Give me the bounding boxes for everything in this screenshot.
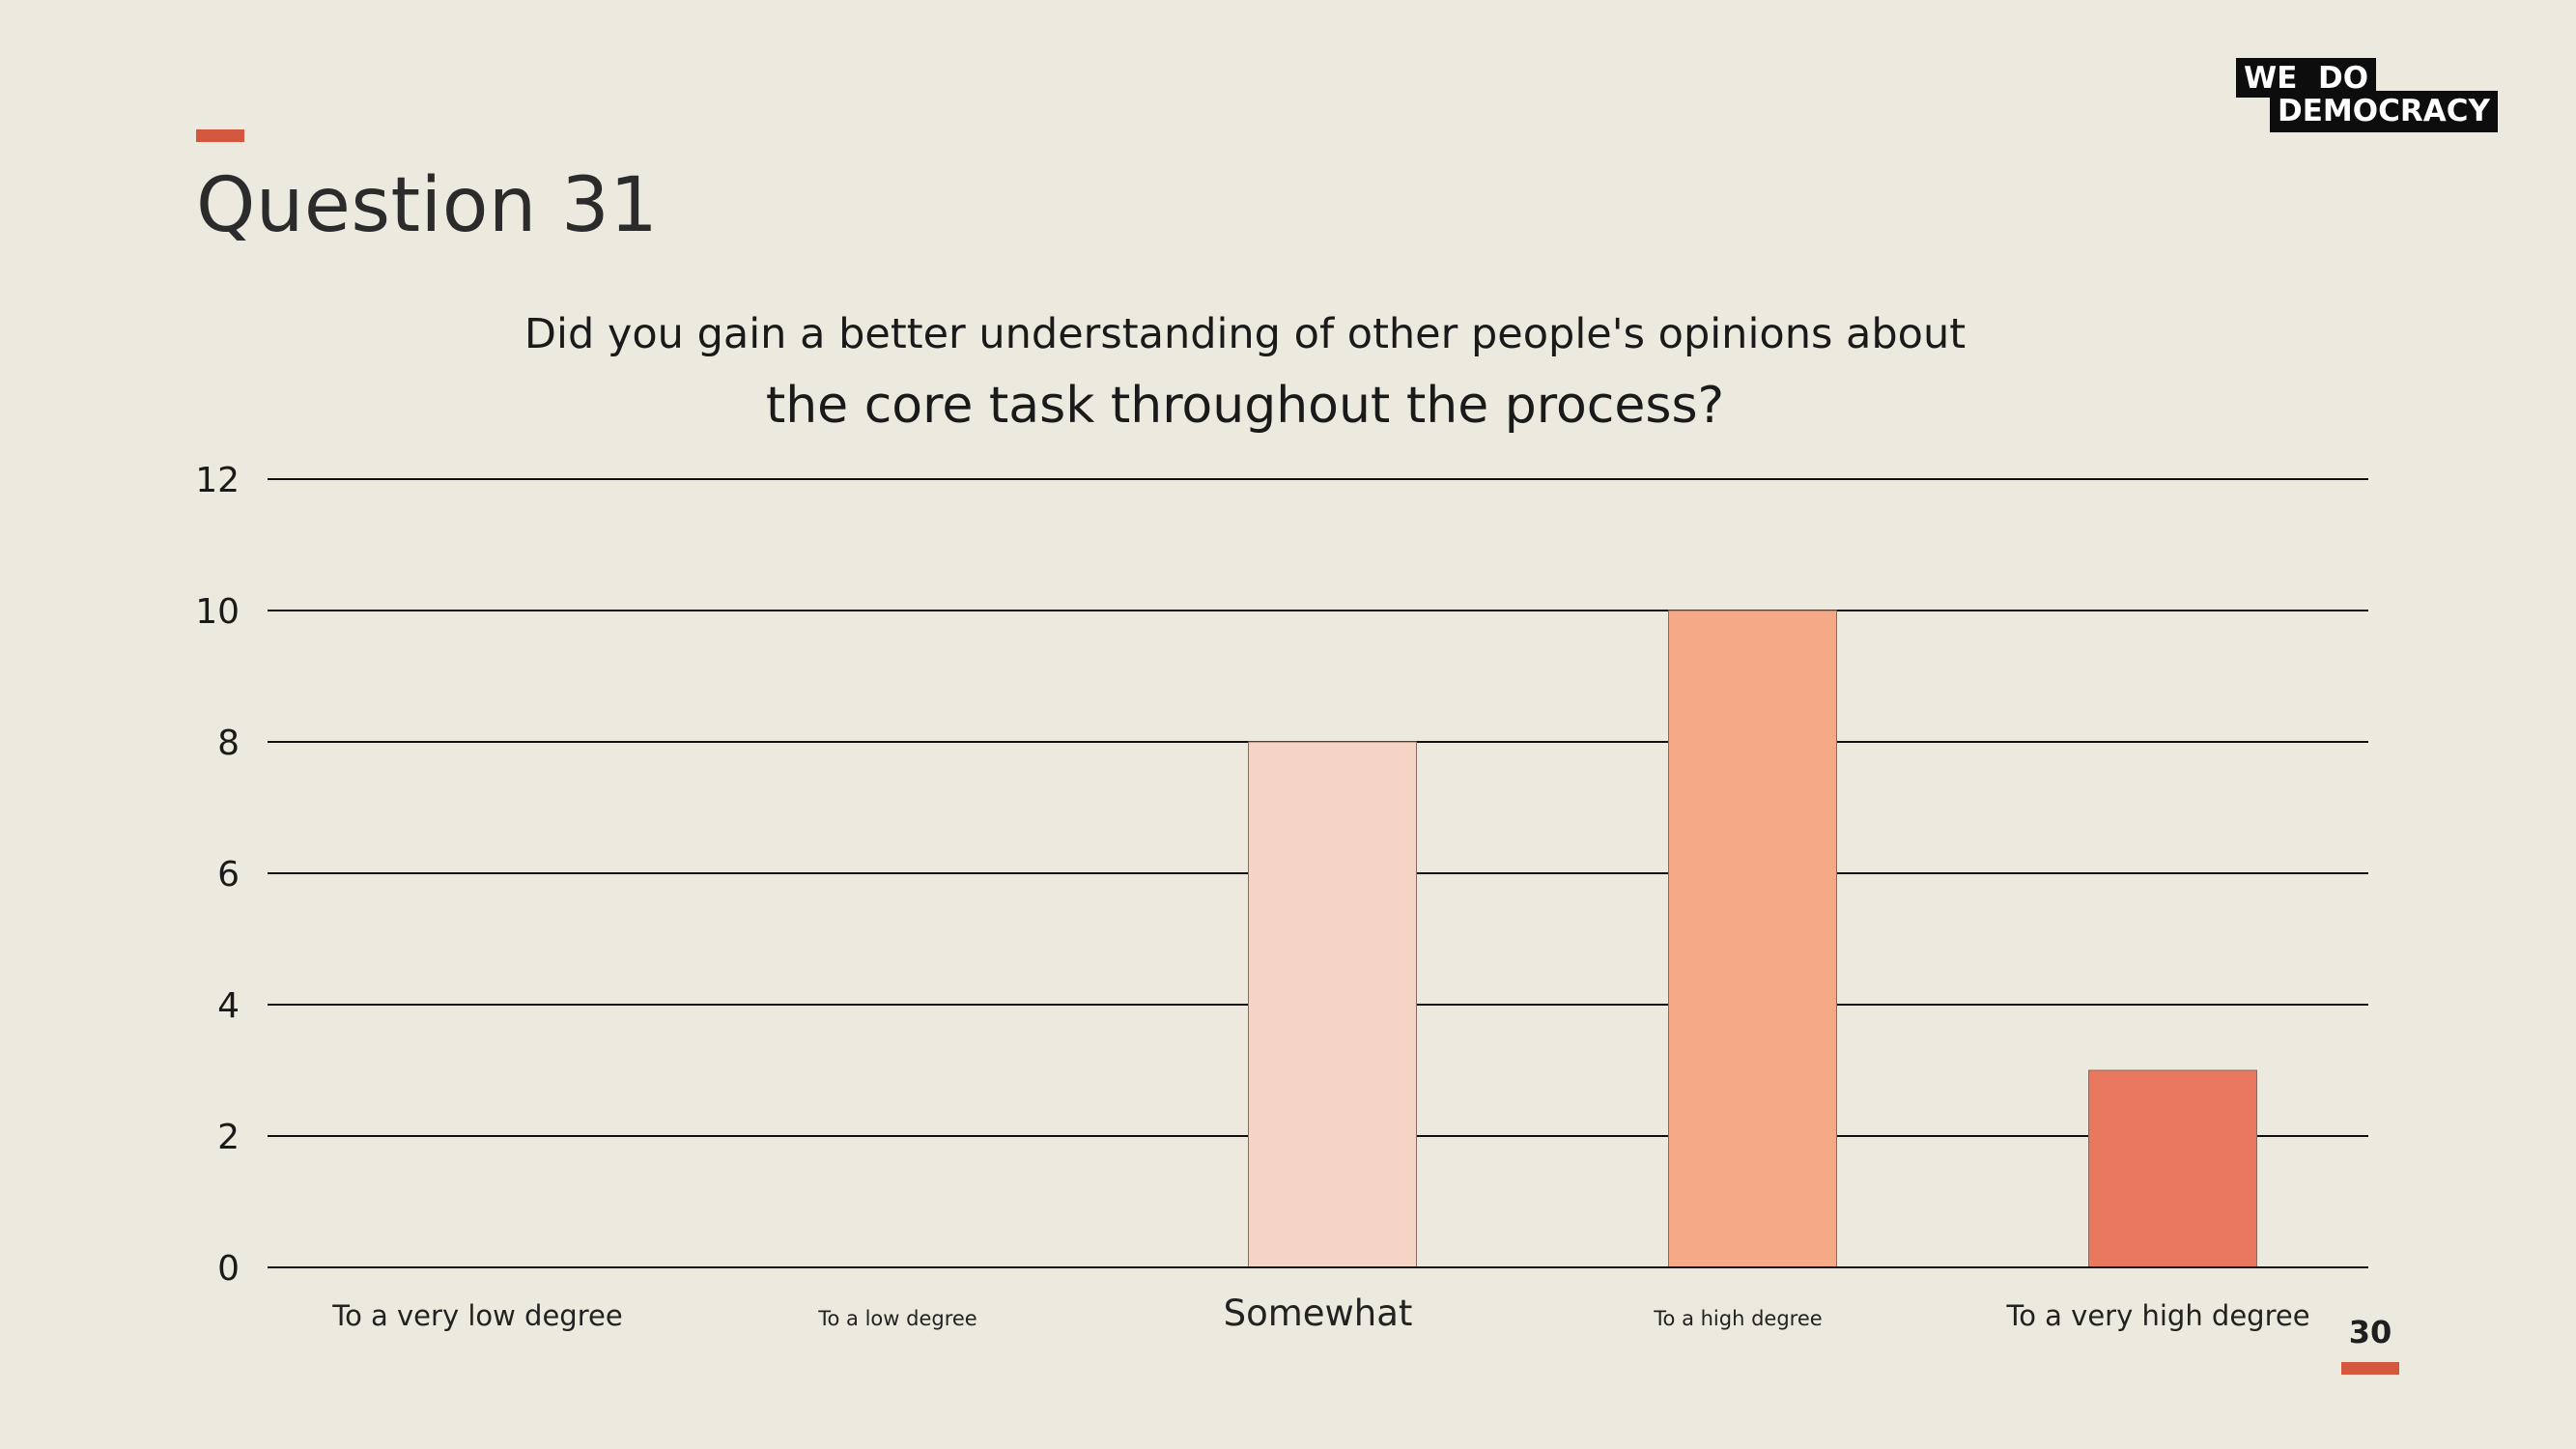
page-number-accent-bar <box>2341 1362 2399 1375</box>
chart-title-line: the core task throughout the process? <box>766 377 1724 435</box>
page-number: 30 <box>2348 1314 2392 1350</box>
y-tick-label: 8 <box>217 724 240 763</box>
bar <box>1248 741 1417 1268</box>
y-tick-label: 4 <box>217 986 240 1026</box>
logo-line-2: DEMOCRACY <box>2270 91 2498 132</box>
we-do-democracy-logo: WE DO DEMOCRACY <box>2236 58 2502 137</box>
title-accent-bar <box>196 129 244 142</box>
bar <box>1668 610 1837 1268</box>
category-label: To a low degree <box>817 1307 977 1330</box>
category-label: Somewhat <box>1224 1293 1413 1334</box>
bar <box>2088 1069 2257 1268</box>
chart-title-line: Did you gain a better understanding of o… <box>524 310 1966 358</box>
y-tick-label: 6 <box>217 855 240 895</box>
y-tick-label: 10 <box>195 592 240 632</box>
y-tick-label: 0 <box>217 1249 240 1289</box>
category-label: To a very high degree <box>2005 1299 2309 1332</box>
page-title: Question 31 <box>196 162 659 249</box>
category-label: To a high degree <box>1653 1307 1822 1330</box>
category-label: To a very low degree <box>331 1299 622 1332</box>
y-tick-label: 2 <box>217 1118 240 1157</box>
y-tick-label: 12 <box>195 461 240 500</box>
